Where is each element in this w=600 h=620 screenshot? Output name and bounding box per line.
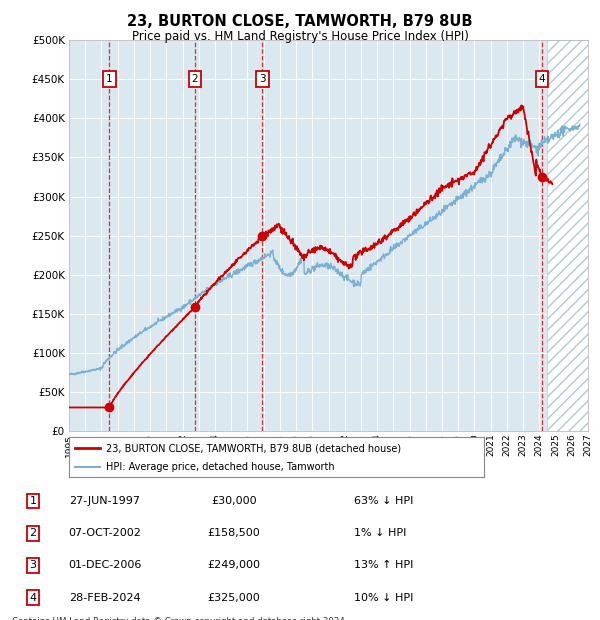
Text: 1: 1: [29, 496, 37, 506]
Text: £325,000: £325,000: [208, 593, 260, 603]
Text: £249,000: £249,000: [208, 560, 260, 570]
Text: 10% ↓ HPI: 10% ↓ HPI: [354, 593, 413, 603]
Text: Contains HM Land Registry data © Crown copyright and database right 2024.: Contains HM Land Registry data © Crown c…: [12, 617, 347, 620]
Text: 23, BURTON CLOSE, TAMWORTH, B79 8UB: 23, BURTON CLOSE, TAMWORTH, B79 8UB: [127, 14, 473, 29]
Bar: [547, 40, 588, 431]
Text: £30,000: £30,000: [211, 496, 257, 506]
Text: Price paid vs. HM Land Registry's House Price Index (HPI): Price paid vs. HM Land Registry's House …: [131, 30, 469, 43]
Text: 4: 4: [539, 74, 545, 84]
Text: 28-FEB-2024: 28-FEB-2024: [69, 593, 141, 603]
Text: 2: 2: [29, 528, 37, 538]
Text: 13% ↑ HPI: 13% ↑ HPI: [354, 560, 413, 570]
Text: 3: 3: [259, 74, 266, 84]
Text: 23, BURTON CLOSE, TAMWORTH, B79 8UB (detached house): 23, BURTON CLOSE, TAMWORTH, B79 8UB (det…: [106, 443, 401, 453]
Text: 1: 1: [106, 74, 113, 84]
Text: 01-DEC-2006: 01-DEC-2006: [68, 560, 142, 570]
Text: 3: 3: [29, 560, 37, 570]
Text: 07-OCT-2002: 07-OCT-2002: [68, 528, 142, 538]
Bar: [547, 40, 588, 431]
Text: 2: 2: [192, 74, 199, 84]
Text: 63% ↓ HPI: 63% ↓ HPI: [354, 496, 413, 506]
Text: £158,500: £158,500: [208, 528, 260, 538]
Text: 1% ↓ HPI: 1% ↓ HPI: [354, 528, 406, 538]
Text: HPI: Average price, detached house, Tamworth: HPI: Average price, detached house, Tamw…: [106, 463, 335, 472]
Text: 4: 4: [29, 593, 37, 603]
Text: 27-JUN-1997: 27-JUN-1997: [70, 496, 140, 506]
